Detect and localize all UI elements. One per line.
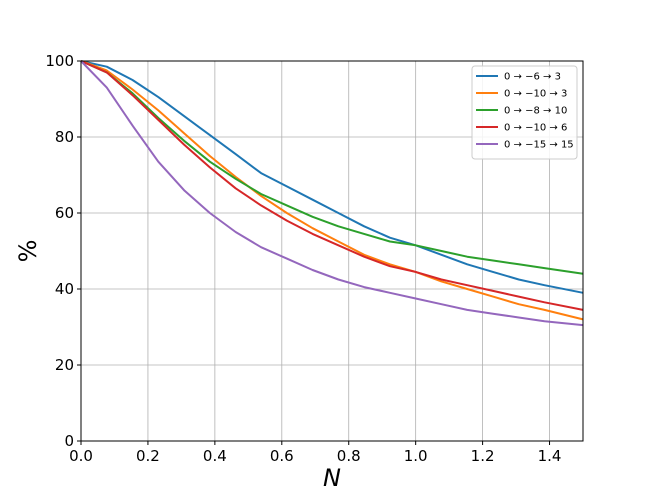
legend: 0 → −6 → 3 0 → −10 → 3 0 → −8 → 10 0 → −10 … (471, 65, 578, 160)
series-line-5 (80, 60, 584, 327)
x-tick-label: 1.0 (404, 447, 428, 465)
x-axis-label: N (323, 464, 341, 492)
y-tick-label: 0 (64, 432, 74, 450)
y-tick-label: 100 (45, 52, 74, 70)
y-tick-label: 40 (55, 280, 74, 298)
axis-ticks: 0.0 0.2 0.4 0.6 0.8 1.0 1.2 1.4 0 20 40 60 80 100 (45, 52, 561, 465)
y-tick-label: 20 (55, 356, 74, 374)
x-tick-label: 1.2 (471, 447, 495, 465)
legend-label: 0 → −15 → 15 (504, 140, 574, 151)
y-tick-label: 60 (55, 204, 74, 222)
legend-label: 0 → −10 → 6 (504, 123, 567, 134)
x-tick-label: 0.4 (203, 447, 227, 465)
y-axis-label: % (14, 240, 42, 263)
x-tick-label: 0.0 (69, 447, 93, 465)
plot-frame (80, 60, 584, 442)
legend-label: 0 → −6 → 3 (504, 72, 561, 83)
x-tick-label: 0.2 (136, 447, 160, 465)
legend-label: 0 → −8 → 10 (504, 106, 567, 117)
x-tick-label: 0.8 (337, 447, 361, 465)
series-line-3 (80, 60, 584, 275)
x-tick-label: 0.6 (270, 447, 294, 465)
series-line-2 (80, 60, 584, 321)
series-line-1 (80, 60, 584, 294)
series-line-4 (80, 60, 584, 311)
series-layer (80, 60, 584, 327)
x-tick-label: 1.4 (538, 447, 562, 465)
y-tick-label: 80 (55, 128, 74, 146)
legend-box (471, 65, 578, 160)
legend-label: 0 → −10 → 3 (504, 89, 567, 100)
